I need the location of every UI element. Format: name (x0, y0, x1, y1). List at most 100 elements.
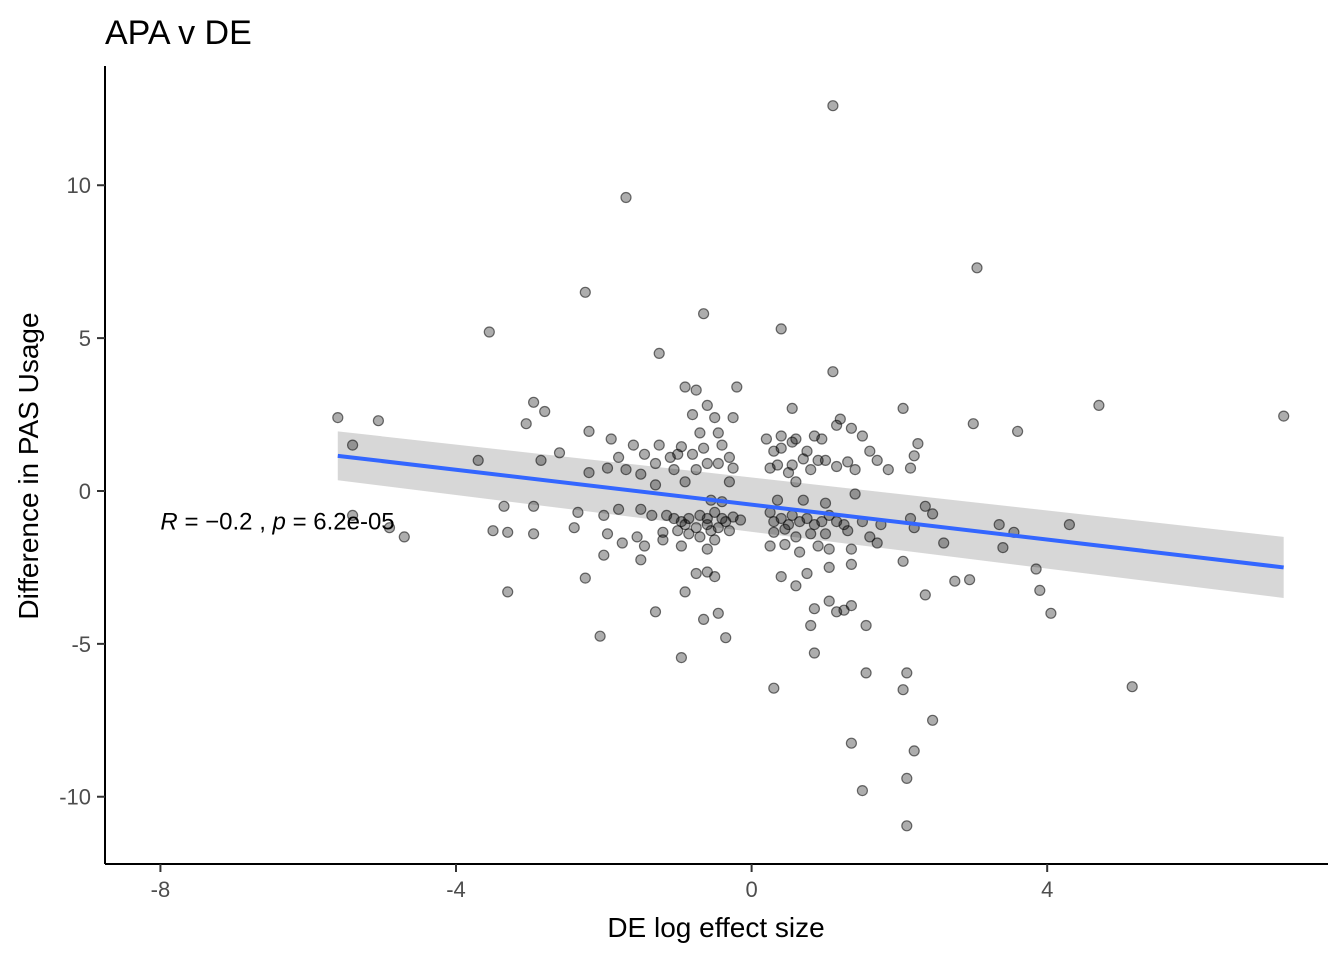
scatter-point (527, 528, 540, 540)
scatter-point (963, 574, 976, 586)
scatter-point (926, 714, 939, 726)
scatter-point (864, 445, 876, 457)
scatter-point (668, 464, 680, 476)
scatter-point (612, 503, 625, 515)
x-axis-title: DE log effect size (607, 912, 824, 943)
scatter-point (904, 462, 917, 474)
scatter-point (594, 630, 606, 642)
scatter-point (372, 415, 384, 427)
scatter-point (620, 191, 632, 204)
scatter-point (701, 543, 713, 555)
scatter-point (786, 436, 798, 448)
scatter-point (635, 503, 647, 515)
correlation-annotation: R = −0.2 , p = 6.2e-05 (160, 509, 394, 536)
scatter-point (897, 555, 909, 567)
scatter-point (819, 528, 832, 540)
x-ticks: -8 -4 0 4 (151, 864, 1053, 902)
scatter-point (793, 546, 806, 558)
scatter-point (657, 526, 669, 538)
scatter-point (601, 528, 614, 540)
scatter-point (842, 525, 854, 537)
scatter-point (926, 508, 939, 520)
scatter-point (723, 476, 736, 488)
scatter-point (775, 430, 787, 442)
scatter-point (553, 447, 566, 459)
scatter-point (856, 784, 869, 797)
scatter-point (712, 522, 724, 534)
scatter-point (631, 531, 643, 543)
regression-line (337, 453, 1284, 570)
scatter-point (760, 433, 773, 445)
scatter-point (701, 518, 713, 531)
scatter-point (675, 651, 688, 664)
scatter-point (694, 531, 706, 543)
scatter-point (653, 439, 665, 451)
annotation-p-value: 6.2e-05 (313, 509, 394, 536)
scatter-point (1030, 563, 1042, 575)
chart-title: APA v DE (105, 14, 252, 52)
scatter-point (646, 509, 658, 522)
scatter-point (686, 409, 699, 421)
y-tick-label: 5 (79, 326, 91, 351)
scatter-point (649, 479, 662, 491)
scatter-point (816, 433, 828, 445)
scatter-point (690, 567, 702, 580)
scatter-point (712, 607, 724, 619)
y-tick-label: 0 (79, 479, 91, 504)
scatter-point (627, 439, 640, 451)
x-tick-label: -8 (151, 877, 171, 902)
scatter-point (535, 454, 547, 466)
scatter-point (612, 451, 625, 463)
scatter-point (938, 537, 950, 549)
scatter-point (856, 430, 869, 442)
scatter-point (768, 445, 780, 457)
points-layer (332, 100, 1290, 832)
scatter-point (805, 464, 817, 476)
scatter-point (527, 396, 540, 408)
scatter-point (882, 464, 894, 476)
scatter-point (657, 534, 669, 546)
scatter-point (912, 438, 924, 450)
scatter-point (701, 399, 713, 411)
scatter-point (764, 540, 776, 552)
scatter-point (697, 308, 710, 320)
scatter-point (860, 619, 872, 632)
scatter-point (812, 454, 824, 466)
scatter-point (971, 262, 983, 274)
x-tick-label: 0 (745, 877, 757, 902)
scatter-point (797, 453, 809, 465)
scatter-point (598, 549, 610, 561)
scatter-point (834, 413, 846, 425)
scatter-point (638, 448, 651, 460)
scatter-point (502, 586, 514, 598)
scatter-point (768, 526, 780, 538)
scatter-point (790, 476, 802, 488)
scatter-point (816, 515, 828, 528)
scatter-point (653, 347, 665, 359)
scatter-point (838, 604, 850, 616)
scatter-point (864, 531, 876, 543)
scatter-point (598, 509, 610, 522)
scatter-point (679, 586, 691, 598)
scatter-point (790, 580, 802, 592)
scatter-point (572, 506, 584, 519)
annotation-p-label: p (272, 509, 286, 536)
scatter-point (819, 497, 832, 509)
scatter-point (812, 540, 824, 552)
scatter-point (709, 506, 721, 519)
scatter-point (823, 543, 835, 555)
scatter-point (771, 494, 784, 506)
scatter-point (712, 427, 724, 439)
scatter-point (764, 462, 776, 474)
scatter-point (727, 412, 739, 424)
scatter-point (919, 500, 931, 512)
scatter-point (775, 570, 787, 583)
scatter-point (797, 494, 809, 506)
scatter-point (690, 384, 702, 396)
scatter-point (860, 667, 872, 679)
scatter-point (635, 468, 647, 480)
scatter-point (539, 405, 551, 418)
y-tick-label: 10 (67, 173, 91, 198)
scatter-point (897, 684, 909, 696)
scatter-point (823, 561, 835, 574)
